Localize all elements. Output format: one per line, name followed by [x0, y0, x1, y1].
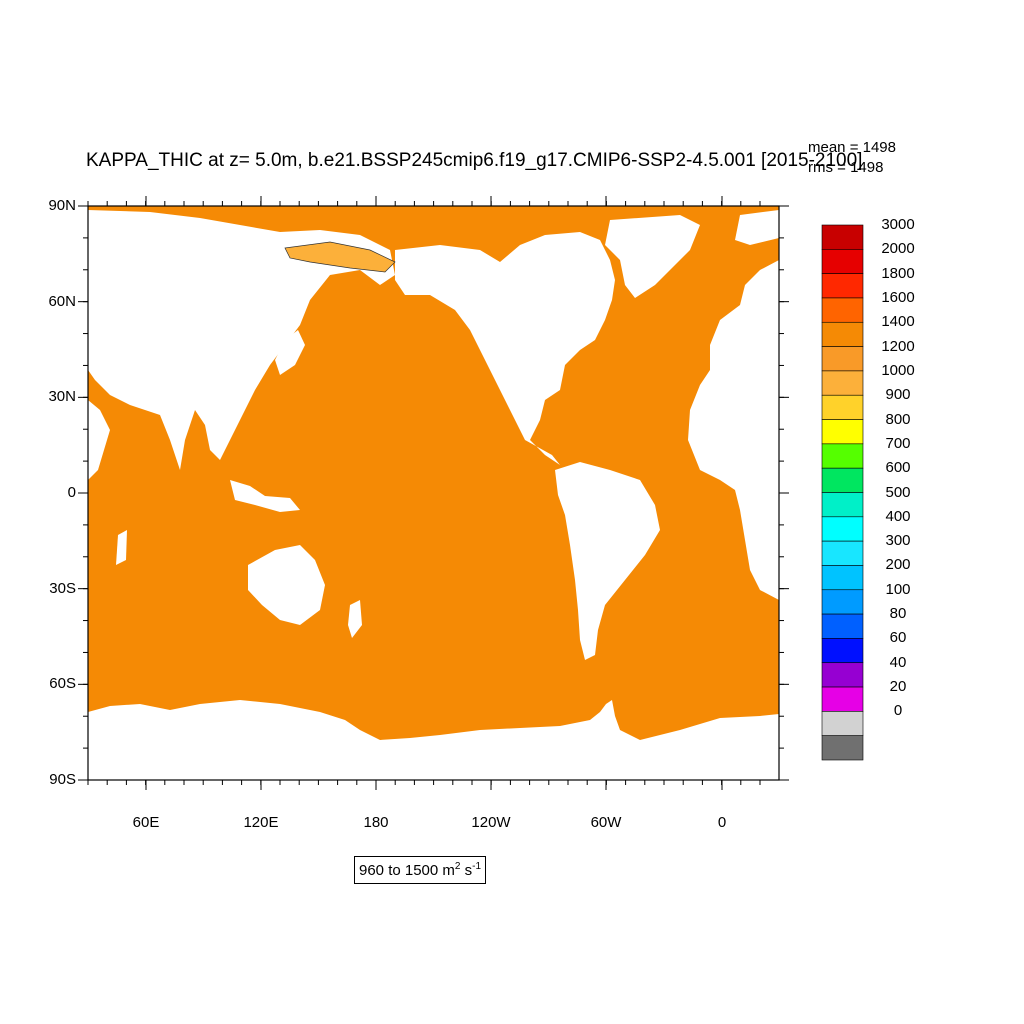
land-mask	[88, 210, 779, 780]
colorbar-label: 20	[889, 678, 907, 696]
colorbar-swatch	[821, 735, 864, 761]
colorbar-label: 1800	[881, 264, 915, 282]
colorbar-swatch	[821, 273, 864, 299]
colorbar-label: 3000	[881, 216, 915, 233]
rms-stat: rms = 1498	[808, 159, 884, 176]
lat-tick-label: 0	[67, 484, 76, 501]
range-sup-1: 2	[454, 861, 461, 872]
colorbar-swatch	[821, 492, 864, 518]
colorbar-swatch	[821, 321, 864, 347]
mean-stat: mean = 1498	[808, 139, 896, 156]
lat-tick-label: 30N	[48, 388, 76, 406]
lon-tick-label: 180	[363, 814, 389, 831]
plot-title: KAPPA_THIC at z= 5.0m, b.e21.BSSP245cmip…	[86, 150, 863, 171]
colorbar-label: 40	[889, 653, 907, 671]
colorbar-swatch	[821, 686, 864, 712]
antarctica	[88, 700, 779, 780]
colorbar-label: 600	[885, 459, 911, 477]
colorbar-swatch	[821, 224, 864, 250]
colorbar-label: 1000	[881, 361, 915, 379]
madagascar	[116, 530, 127, 565]
colorbar-label: 200	[885, 556, 911, 574]
colorbar-swatch	[821, 638, 864, 664]
colorbar-label: 100	[885, 580, 911, 598]
range-sup-2: -1	[472, 861, 482, 872]
colorbar-swatch	[821, 370, 864, 396]
lat-tick-label: 60S	[49, 675, 76, 693]
colorbar-swatch	[821, 443, 864, 469]
indonesia	[230, 480, 300, 512]
colorbar-swatch	[821, 711, 864, 736]
range-mid: s	[460, 862, 473, 879]
colorbar-label: 2000	[881, 240, 915, 258]
lon-tick-label: 60E	[132, 814, 160, 831]
africa	[688, 260, 779, 600]
lat-tick-label: 30S	[49, 579, 76, 597]
colorbar-swatch	[821, 394, 864, 420]
colorbar-swatch	[821, 346, 864, 372]
north-america	[395, 232, 615, 465]
colorbar-label: 800	[885, 410, 911, 428]
colorbar-label: 1600	[881, 288, 915, 306]
colorbar-label: 1400	[881, 313, 915, 331]
japan	[275, 330, 305, 375]
colorbar-label: 700	[885, 434, 911, 452]
new-zealand	[348, 600, 362, 638]
colorbar-swatch	[821, 662, 864, 688]
colorbar-label: 400	[885, 507, 911, 525]
horn-of-africa	[88, 400, 110, 480]
colorbar-swatch	[821, 516, 864, 542]
lat-tick-label: 90N	[48, 197, 76, 214]
europe	[735, 210, 779, 245]
axis-ticks	[78, 196, 789, 790]
asia	[88, 210, 395, 470]
lon-tick-label: 120W	[471, 814, 511, 831]
australia	[248, 545, 325, 625]
south-america	[555, 462, 660, 660]
colorbar-label: 500	[885, 483, 911, 501]
colorbar-label: 80	[889, 605, 907, 623]
colorbar-swatch	[821, 297, 864, 323]
colorbar-label: 0	[893, 702, 903, 720]
lon-tick-label: 60W	[590, 814, 622, 831]
lat-tick-label: 90S	[49, 771, 76, 788]
colorbar-label: 60	[889, 629, 907, 647]
value-range-box: 960 to 1500 m2 s-1	[354, 856, 487, 884]
colorbar-swatch	[821, 589, 864, 615]
colorbar-label: 1200	[881, 337, 915, 355]
arctic-contour-patch	[284, 241, 396, 273]
lon-tick-label: 0	[717, 814, 727, 831]
colorbar-swatch	[821, 467, 864, 493]
colorbar-label: 300	[885, 532, 911, 550]
colorbar-swatch	[821, 613, 864, 639]
colorbar-label: 900	[885, 386, 911, 404]
lat-tick-label: 60N	[48, 292, 76, 310]
lon-tick-label: 120E	[243, 814, 279, 831]
colorbar-swatch	[821, 565, 864, 591]
colorbar-swatch	[821, 540, 864, 566]
greenland	[605, 215, 700, 298]
colorbar	[821, 224, 864, 761]
range-text: 960 to 1500 m	[359, 862, 455, 879]
colorbar-swatch	[821, 419, 864, 445]
colorbar-swatch	[821, 249, 864, 274]
